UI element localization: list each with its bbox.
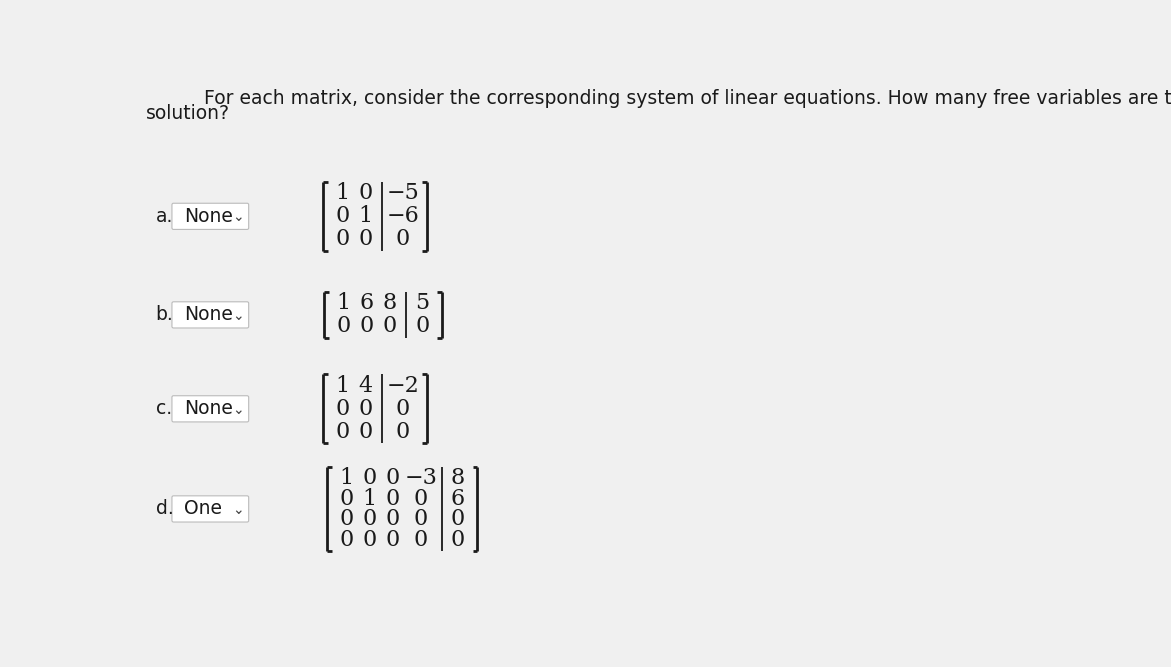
Text: 0: 0 [335,398,350,420]
Text: 1: 1 [336,292,350,314]
Text: 0: 0 [413,488,427,510]
Text: 0: 0 [413,508,427,530]
Text: 6: 6 [359,292,374,314]
Text: 0: 0 [335,421,350,443]
Text: 4: 4 [358,375,372,397]
Text: 0: 0 [396,421,410,443]
Text: None: None [184,207,233,226]
Text: 0: 0 [363,529,377,551]
Text: 0: 0 [385,488,400,510]
Text: 0: 0 [340,529,354,551]
Text: b.: b. [156,305,173,324]
Text: 0: 0 [363,467,377,489]
Text: 0: 0 [358,182,372,204]
Text: −5: −5 [386,182,419,204]
Text: 8: 8 [451,467,465,489]
Text: −6: −6 [386,205,419,227]
Text: a.: a. [156,207,173,226]
Text: c.: c. [156,400,172,418]
Text: 1: 1 [358,205,372,227]
Text: solution?: solution? [146,104,231,123]
Text: −2: −2 [386,375,419,397]
Text: 0: 0 [416,315,430,338]
FancyBboxPatch shape [172,396,248,422]
Text: d.: d. [156,500,173,518]
Text: 0: 0 [335,228,350,250]
Text: 0: 0 [396,398,410,420]
Text: 5: 5 [416,292,430,314]
Text: 0: 0 [451,508,465,530]
Text: 0: 0 [359,315,374,338]
Text: 0: 0 [385,467,400,489]
Text: One: One [184,500,222,518]
Text: 0: 0 [340,488,354,510]
FancyBboxPatch shape [172,203,248,229]
Text: ⌄: ⌄ [232,503,244,517]
Text: 0: 0 [385,508,400,530]
Text: For each matrix, consider the corresponding system of linear equations. How many: For each matrix, consider the correspond… [205,89,1171,107]
Text: 1: 1 [363,488,377,510]
Text: 1: 1 [340,467,354,489]
Text: 0: 0 [358,398,372,420]
Text: 0: 0 [451,529,465,551]
Text: None: None [184,400,233,418]
Text: ⌄: ⌄ [232,309,244,323]
Text: 0: 0 [336,315,350,338]
Text: 6: 6 [451,488,465,510]
Text: 0: 0 [396,228,410,250]
Text: 0: 0 [383,315,397,338]
Text: None: None [184,305,233,324]
FancyBboxPatch shape [172,496,248,522]
Text: 0: 0 [358,228,372,250]
Text: 0: 0 [358,421,372,443]
FancyBboxPatch shape [172,301,248,328]
Text: 1: 1 [335,375,349,397]
Text: −3: −3 [404,467,437,489]
Text: 1: 1 [335,182,349,204]
Text: 0: 0 [363,508,377,530]
Text: 8: 8 [383,292,397,314]
Text: 0: 0 [413,529,427,551]
Text: 0: 0 [385,529,400,551]
Text: 0: 0 [335,205,350,227]
Text: ⌄: ⌄ [232,210,244,224]
Text: ⌄: ⌄ [232,403,244,417]
Text: 0: 0 [340,508,354,530]
